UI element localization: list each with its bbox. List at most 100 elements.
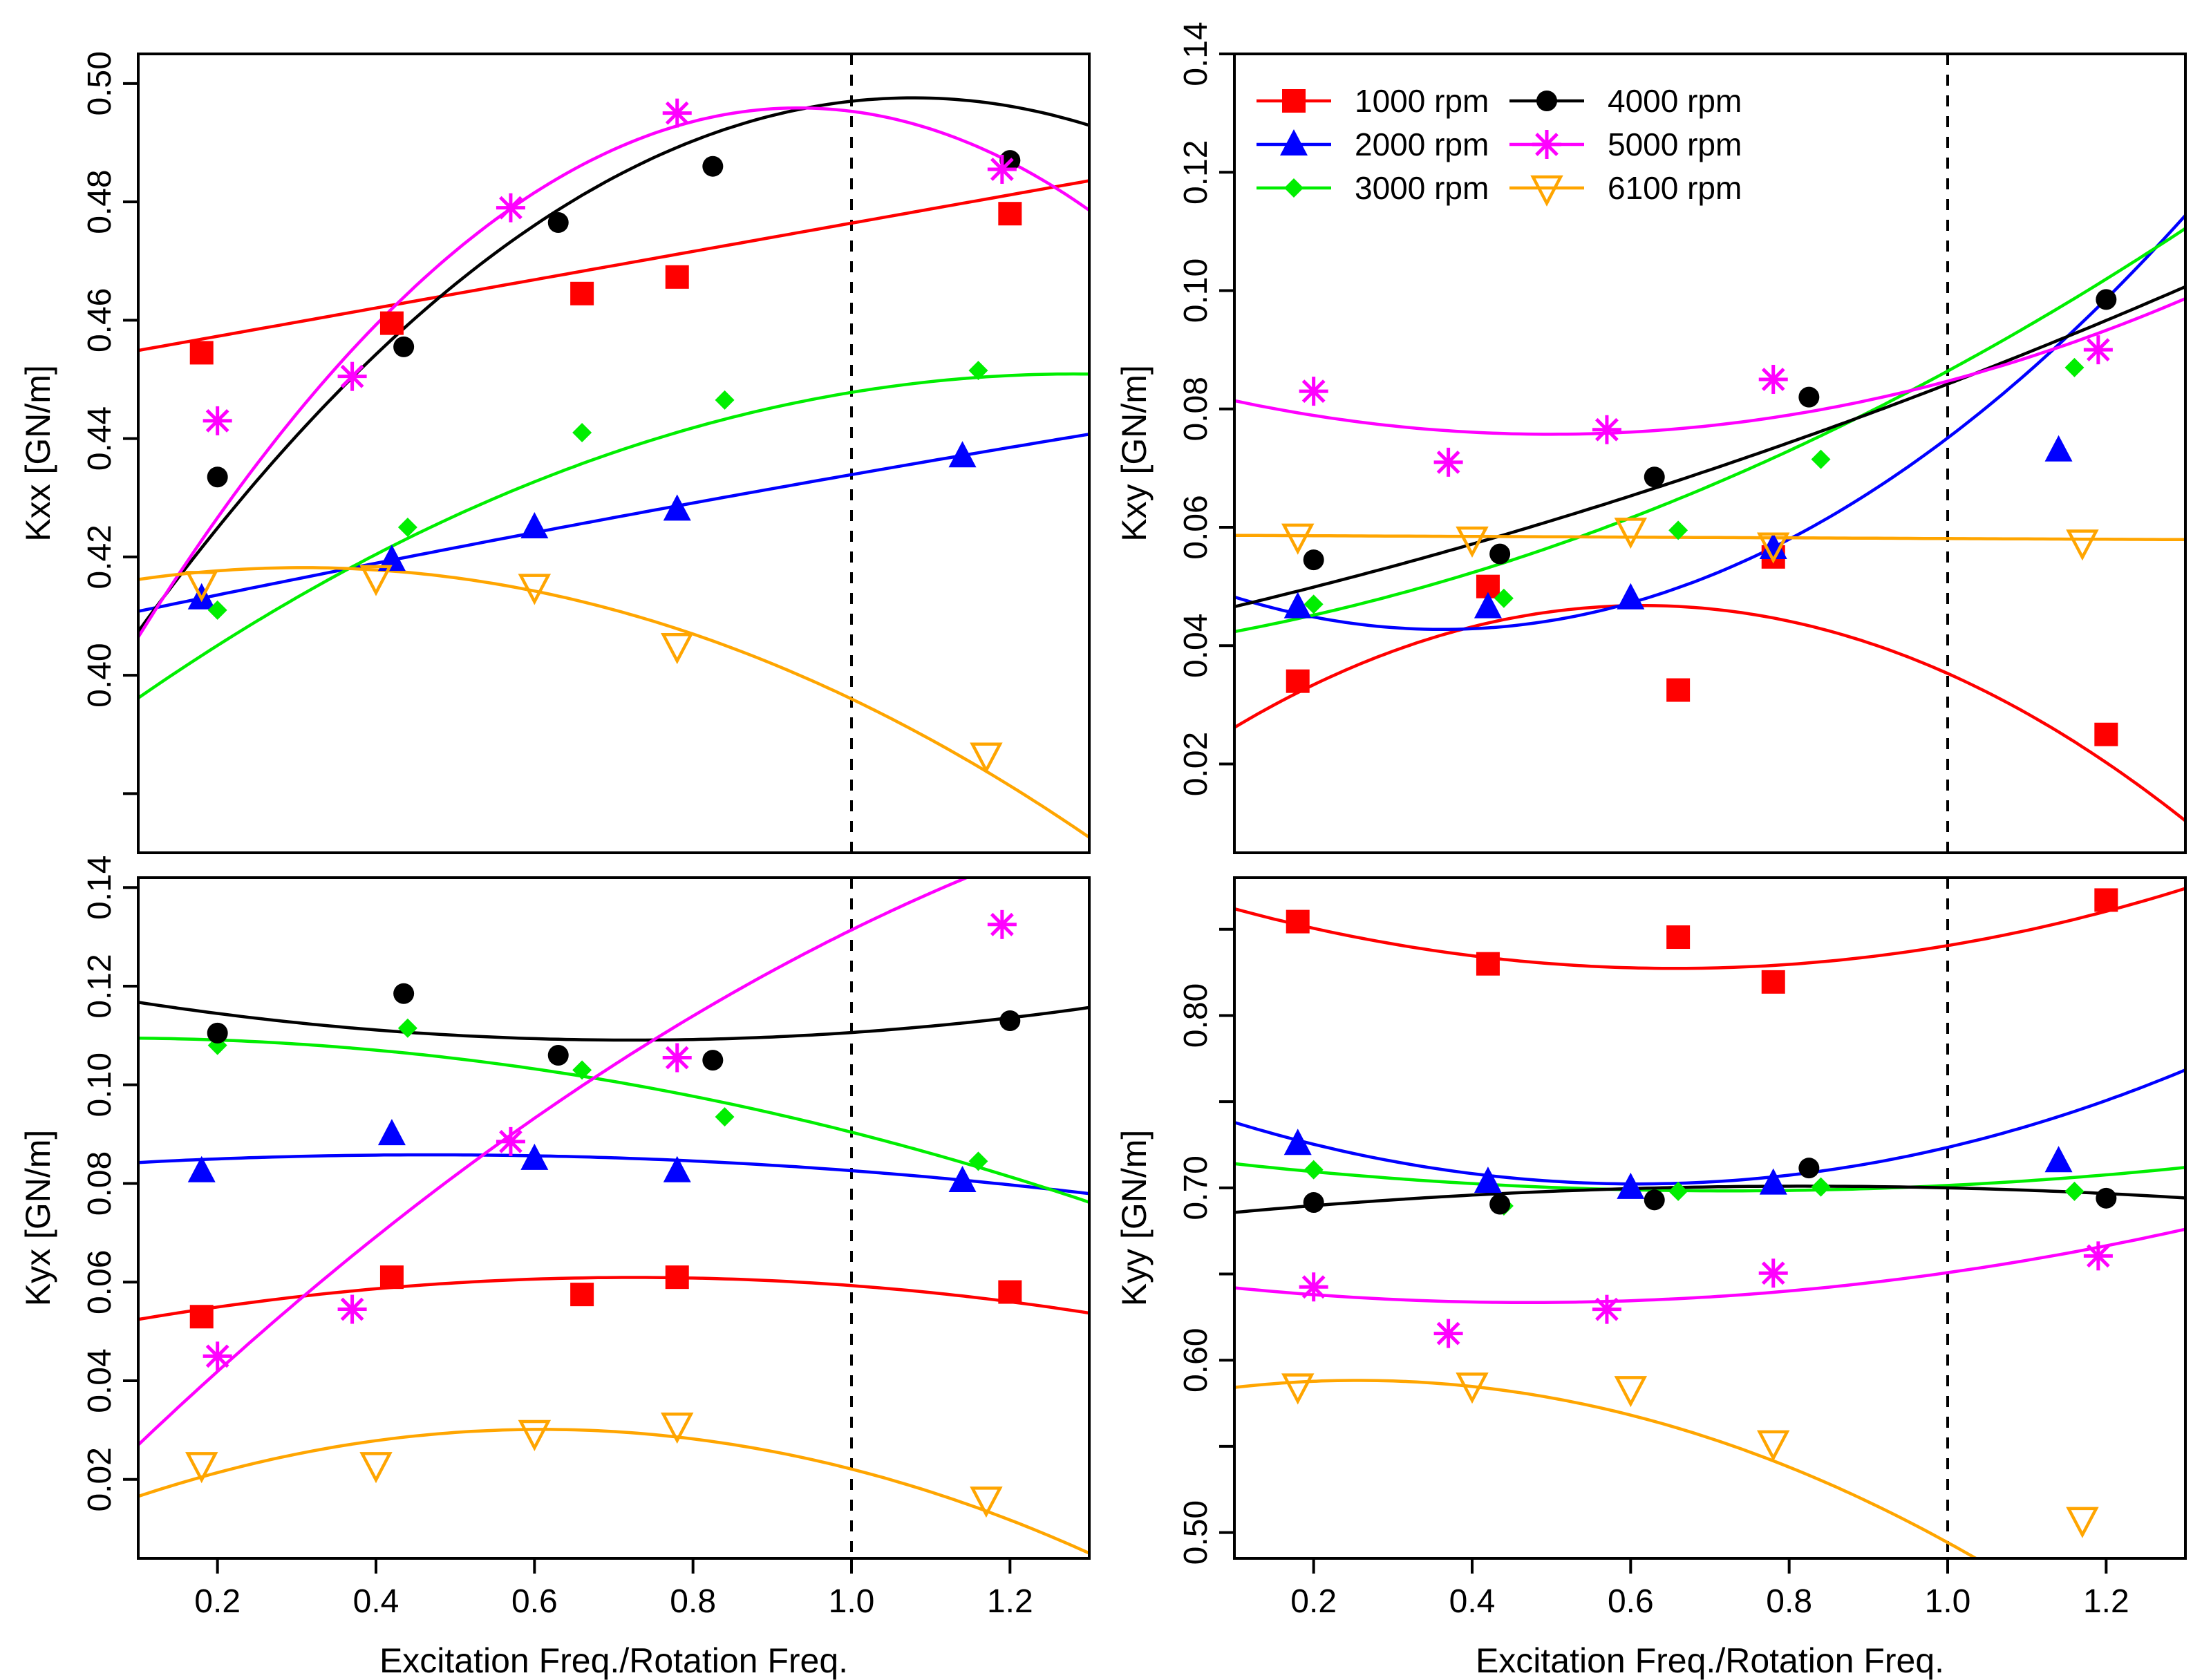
kyy-point-5000-rpm — [1299, 1272, 1328, 1302]
kyx-point-6100-rpm — [518, 1419, 552, 1451]
kyy-point-2000-rpm — [1283, 1129, 1312, 1155]
kyx-y-tick-label: 0.14 — [82, 856, 118, 920]
kyx-x-tick-label: 1.2 — [987, 1583, 1033, 1620]
legend-marker — [1284, 178, 1304, 198]
kxy-point-6100-rpm — [1456, 526, 1489, 558]
kyy-fit-4000-rpm — [1234, 1185, 2185, 1214]
legend-label: 1000 rpm — [1355, 83, 1489, 119]
kyx-point-2000-rpm — [377, 1119, 406, 1146]
kxy-point-4000-rpm — [2096, 289, 2117, 310]
kyy-point-5000-rpm — [1758, 1258, 1788, 1288]
kyy-fit-curves — [1234, 887, 2185, 1558]
kxx-plot-frame — [137, 53, 1091, 854]
kyx-point-5000-rpm — [337, 1294, 367, 1324]
legend-marker — [1280, 129, 1308, 155]
kxx-fit-curves — [138, 96, 1089, 839]
kxx-point-4000-rpm — [393, 336, 415, 357]
kxx-point-5000-rpm — [662, 98, 692, 128]
kyy-point-3000-rpm — [2064, 1181, 2085, 1201]
kxx-point-5000-rpm — [987, 154, 1017, 184]
kxy-point-5000-rpm — [1433, 447, 1463, 477]
kxx-y-tick-label: 0.50 — [82, 51, 118, 115]
kyy-point-4000-rpm — [1644, 1189, 1665, 1211]
legend-item-4000-rpm: 4000 rpm — [1509, 83, 1742, 119]
kxx-fit-5000-rpm — [138, 106, 1089, 639]
legend-item-6100-rpm: 6100 rpm — [1509, 170, 1742, 207]
kyx-x-tick-label: 0.2 — [194, 1583, 241, 1620]
kxx-fit-3000-rpm — [138, 372, 1089, 699]
kyy-x-tick-label: 0.6 — [1608, 1583, 1654, 1620]
kxy-point-2000-rpm — [2044, 435, 2073, 462]
kxy-point-2000-rpm — [1617, 583, 1645, 610]
kxx-point-1000-rpm — [570, 281, 594, 305]
kxy-point-6100-rpm — [2066, 529, 2099, 561]
kyy-point-4000-rpm — [2096, 1187, 2117, 1209]
kyy-x-tick-label: 0.2 — [1290, 1583, 1337, 1620]
kyy-plot-frame — [1233, 876, 2187, 1560]
kyx-point-1000-rpm — [189, 1305, 214, 1329]
kyx-point-6100-rpm — [359, 1452, 393, 1484]
kxx-point-2000-rpm — [663, 494, 691, 521]
panel-kxx: 0.40 0.42 0.44 0.46 0.48 0.50 Kxx [GN/m] — [19, 51, 1091, 854]
kxy-point-3000-rpm — [1304, 594, 1324, 614]
kxx-fit-4000-rpm — [138, 96, 1089, 633]
kxy-point-5000-rpm — [1758, 364, 1788, 394]
kyy-fit-1000-rpm — [1234, 887, 2185, 970]
kyx-point-3000-rpm — [397, 1018, 417, 1038]
kxy-y-tick-label: 0.08 — [1178, 377, 1214, 441]
kxy-fit-5000-rpm — [1234, 297, 2185, 436]
kyy-point-6100-rpm — [1456, 1372, 1489, 1404]
kyy-point-6100-rpm — [1614, 1376, 1648, 1408]
kyx-x-tick-label: 0.4 — [353, 1583, 399, 1620]
kyx-point-4000-rpm — [547, 1044, 569, 1066]
kxx-y-tick-label: 0.46 — [82, 288, 118, 352]
kyx-point-4000-rpm — [702, 1050, 724, 1071]
kxx-point-1000-rpm — [379, 311, 404, 335]
kxx-data-points — [185, 98, 1022, 774]
kyy-point-5000-rpm — [2083, 1241, 2113, 1271]
kyy-fit-2000-rpm — [1234, 1068, 2185, 1186]
kyx-y-tick-label: 0.02 — [82, 1447, 118, 1511]
kxy-point-3000-rpm — [1668, 520, 1688, 540]
legend-marker — [1536, 91, 1557, 111]
kyx-fit-3000-rpm — [138, 1036, 1089, 1204]
kyy-point-6100-rpm — [1281, 1373, 1315, 1405]
kyx-point-3000-rpm — [572, 1060, 592, 1080]
kxx-point-3000-rpm — [715, 390, 735, 410]
kxx-point-5000-rpm — [337, 361, 367, 391]
kxy-point-3000-rpm — [1494, 588, 1514, 608]
kxx-point-5000-rpm — [496, 193, 525, 223]
kyy-x-tick-label: 1.0 — [1925, 1583, 1971, 1620]
kyy-point-2000-rpm — [2044, 1146, 2073, 1173]
kxx-point-4000-rpm — [547, 212, 569, 234]
kyx-point-3000-rpm — [968, 1151, 988, 1171]
kxx-y-tick-label: 0.40 — [82, 643, 118, 707]
kxy-y-tick-label: 0.10 — [1178, 258, 1214, 323]
kyx-point-4000-rpm — [393, 983, 415, 1004]
panel-kyy: 0.50 0.60 0.70 0.80 Kyy [GN/m] 0.2 0.4 0.6 0.8 1.… — [1115, 876, 2187, 1680]
kyx-y-axis-title: Kyx [GN/m] — [19, 1130, 57, 1307]
kxy-y-tick-label: 0.12 — [1178, 140, 1214, 205]
legend-marker — [1530, 175, 1563, 207]
kxx-point-1000-rpm — [998, 202, 1022, 226]
kyx-point-1000-rpm — [998, 1280, 1022, 1304]
kxx-y-tick-label: 0.48 — [82, 169, 118, 234]
kxx-point-4000-rpm — [702, 155, 724, 177]
kyx-point-5000-rpm — [203, 1341, 232, 1371]
kxy-fit-6100-rpm — [1234, 534, 2185, 542]
kyx-y-tick-label: 0.12 — [82, 954, 118, 1018]
kxy-point-4000-rpm — [1798, 386, 1820, 408]
kyx-point-4000-rpm — [207, 1022, 228, 1044]
kyx-data-points — [185, 909, 1022, 1518]
kyx-x-tick-label: 0.8 — [670, 1583, 716, 1620]
kxx-point-6100-rpm — [661, 633, 694, 665]
kyy-y-axis-title: Kyy [GN/m] — [1115, 1130, 1154, 1307]
kyx-plot-frame — [137, 876, 1091, 1560]
kxy-plot-frame — [1233, 53, 2187, 854]
kxx-point-2000-rpm — [948, 441, 977, 468]
kyx-point-5000-rpm — [987, 909, 1017, 939]
kyx-point-5000-rpm — [496, 1126, 525, 1156]
legend-label: 2000 rpm — [1355, 126, 1489, 162]
kyy-x-tick-label: 0.4 — [1449, 1583, 1496, 1620]
